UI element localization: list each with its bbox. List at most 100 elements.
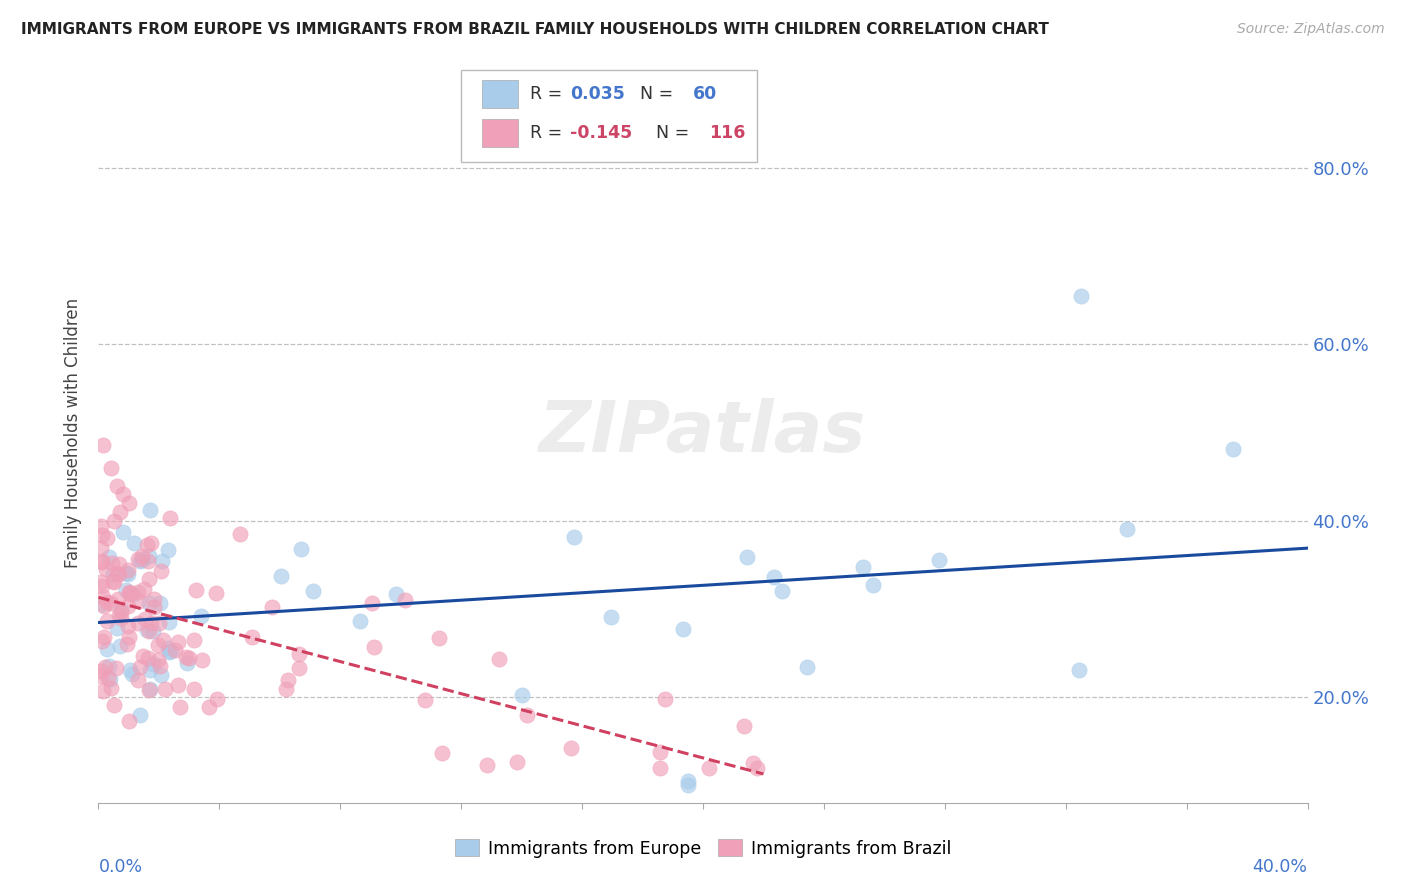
Point	[120, 585, 142, 599]
Point	[100, 461, 122, 475]
Point	[290, 542, 312, 557]
Point	[138, 624, 160, 639]
Point	[132, 649, 155, 664]
Point	[100, 681, 122, 695]
Point	[747, 760, 769, 774]
Point	[198, 699, 221, 714]
FancyBboxPatch shape	[461, 70, 758, 162]
Point	[136, 554, 159, 568]
Point	[90, 664, 112, 678]
Point	[190, 653, 212, 667]
Text: IMMIGRANTS FROM EUROPE VS IMMIGRANTS FROM BRAZIL FAMILY HOUSEHOLDS WITH CHILDREN: IMMIGRANTS FROM EUROPE VS IMMIGRANTS FRO…	[21, 22, 1049, 37]
Point	[134, 612, 156, 626]
Y-axis label: Family Households with Children: Family Households with Children	[65, 298, 83, 567]
Point	[150, 554, 173, 568]
Text: R =: R =	[530, 86, 568, 103]
Point	[110, 611, 132, 625]
Point	[128, 707, 150, 722]
Point	[287, 648, 309, 662]
Point	[190, 608, 212, 623]
Point	[228, 527, 250, 541]
Point	[108, 608, 131, 623]
Point	[90, 519, 112, 533]
Point	[157, 644, 180, 658]
Point	[131, 553, 153, 567]
Text: ZIPatlas: ZIPatlas	[540, 398, 866, 467]
Point	[118, 585, 141, 599]
Point	[179, 650, 201, 665]
Point	[121, 666, 143, 681]
Point	[90, 541, 112, 556]
Point	[1115, 522, 1137, 536]
Point	[148, 638, 170, 652]
Point	[735, 549, 758, 564]
Point	[153, 681, 176, 696]
Point	[648, 745, 671, 759]
Point	[166, 635, 188, 649]
Point	[127, 673, 149, 687]
Point	[105, 621, 128, 635]
Point	[139, 682, 162, 697]
Point	[142, 624, 165, 638]
Point	[103, 574, 125, 589]
Point	[156, 641, 179, 656]
Point	[488, 652, 510, 666]
Point	[117, 566, 139, 581]
Point	[118, 714, 141, 729]
Point	[93, 630, 115, 644]
Point	[204, 585, 226, 599]
Text: R =: R =	[530, 124, 568, 142]
Text: N =: N =	[630, 86, 679, 103]
Point	[862, 578, 884, 592]
Point	[429, 631, 451, 645]
Point	[98, 549, 121, 564]
Point	[97, 659, 120, 673]
Text: 40.0%: 40.0%	[1253, 858, 1308, 876]
Point	[108, 558, 131, 572]
Point	[93, 599, 115, 613]
Point	[349, 614, 371, 628]
Point	[100, 557, 122, 571]
Point	[91, 591, 114, 605]
Point	[506, 756, 529, 770]
Point	[136, 651, 159, 665]
Point	[110, 603, 132, 617]
Point	[118, 630, 141, 644]
Point	[90, 669, 112, 683]
Point	[117, 563, 139, 577]
Point	[94, 562, 117, 576]
Point	[796, 660, 818, 674]
Point	[105, 478, 128, 492]
Point	[699, 760, 721, 774]
Point	[139, 663, 162, 677]
Point	[111, 524, 134, 539]
Point	[510, 688, 533, 702]
Point	[115, 582, 138, 597]
Point	[174, 649, 197, 664]
Point	[762, 570, 785, 584]
Point	[122, 587, 145, 601]
Point	[90, 579, 112, 593]
Point	[100, 596, 122, 610]
Point	[676, 778, 699, 792]
Point	[148, 615, 170, 630]
Point	[159, 511, 181, 525]
Point	[413, 693, 436, 707]
Point	[108, 639, 131, 653]
Point	[103, 698, 125, 713]
Point	[122, 536, 145, 550]
Point	[110, 605, 132, 619]
Point	[672, 622, 695, 636]
Text: N =: N =	[645, 124, 695, 142]
Point	[157, 543, 180, 558]
Point	[114, 566, 136, 581]
Point	[146, 653, 169, 667]
FancyBboxPatch shape	[482, 80, 517, 108]
Point	[120, 587, 142, 601]
Point	[90, 597, 112, 611]
Point	[118, 496, 141, 510]
Point	[139, 536, 162, 550]
Point	[135, 538, 157, 552]
Point	[91, 554, 114, 568]
Point	[184, 582, 207, 597]
